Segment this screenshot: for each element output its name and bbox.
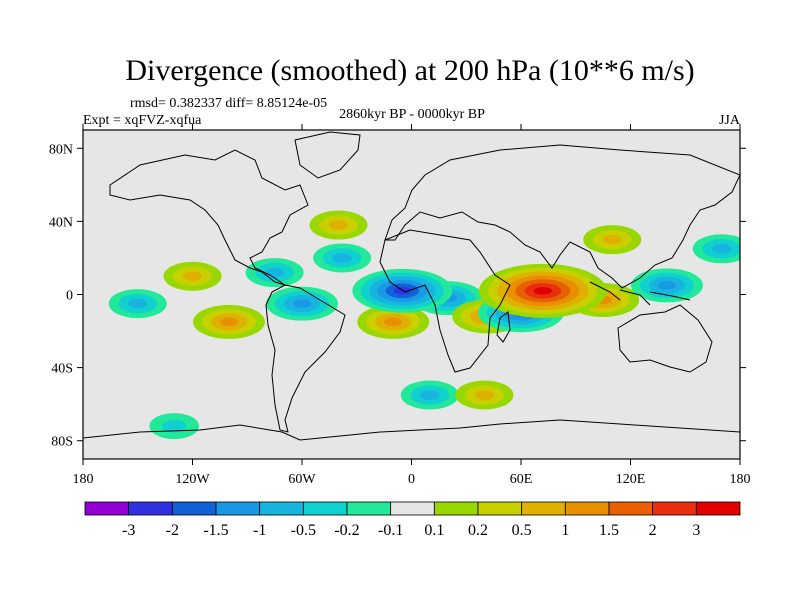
colorbar-label: -1 (253, 522, 266, 539)
colorbar-box (433, 501, 479, 516)
colorbar-box (171, 501, 217, 516)
field-north-atlantic-max-level-2 (328, 220, 349, 230)
divergence-field (108, 210, 740, 440)
colorbar-box (695, 501, 741, 516)
field-antarctic-coast-min-level-1 (161, 419, 187, 433)
colorbar-box (128, 501, 173, 516)
y-tick-label: 40S (51, 362, 73, 377)
field-north-pacific-band-min-level-2 (712, 243, 732, 254)
colorbar-label: -0.1 (378, 522, 403, 539)
coast-south-america (265, 284, 346, 433)
field-east-pacific-max-level-2 (182, 271, 203, 282)
colorbar-box (652, 501, 697, 516)
x-tick-label: 0 (408, 472, 415, 487)
y-tick-label: 80N (49, 142, 73, 157)
colorbar-label: -2 (166, 522, 179, 539)
y-tick-label: 40N (49, 215, 73, 230)
x-tick-label: 180 (73, 472, 94, 487)
field-southern-ocean-min-level-2 (420, 390, 440, 400)
x-tick-label: 60W (288, 472, 316, 487)
experiment-label: Expt = xqFVZ-xqfua (83, 113, 202, 128)
chart-title: Divergence (smoothed) at 200 hPa (10**6 … (125, 54, 694, 87)
colorbar-label: -0.2 (334, 522, 359, 539)
season-label: JJA (719, 113, 741, 128)
field-asia-max-level-2 (602, 234, 622, 245)
coast-africa (379, 229, 511, 373)
field-south-pacific-max-level-3 (220, 317, 238, 327)
stats-text: rmsd= 0.382337 diff= 8.85124e-05 (130, 96, 327, 111)
colorbar-box (84, 501, 130, 516)
colorbar-label: 0.1 (424, 522, 444, 539)
colorbar-label: 1.5 (599, 522, 619, 539)
colorbar-box (215, 501, 261, 516)
field-southern-ocean-max-level-2 (474, 390, 495, 400)
field-africa-indian-ocean-max-level-6 (533, 286, 553, 295)
colorbar-label: 1 (561, 522, 569, 539)
colorbar-label: -3 (122, 522, 135, 539)
field-amazon-min-level-3 (293, 299, 311, 308)
colorbar-label: 3 (692, 522, 700, 539)
colorbar: -3 -2 -1.5 -1 -0.5 -0.2 -0.1 0.1 0.2 0.5 1 1.5 2 3 (84, 501, 741, 539)
coast-greenland (294, 131, 361, 179)
colorbar-box (564, 501, 610, 516)
colorbar-label: 2 (649, 522, 657, 539)
coast-australia (617, 304, 713, 373)
coastlines (83, 131, 740, 441)
field-west-pacific-min-level-3 (658, 281, 676, 290)
colorbar-label: 0.2 (468, 522, 488, 539)
y-tick-label: 80S (51, 435, 73, 450)
x-tick-label: 180 (730, 472, 751, 487)
colorbar-box (259, 501, 304, 516)
axis-ticks: 180 120W 60W 0 60E 120E 180 80N 40N 0 40S 80S (49, 124, 751, 487)
coast-maritime-continent (589, 281, 691, 306)
field-south-atlantic-max-level-3 (384, 317, 403, 327)
colorbar-box (302, 501, 348, 516)
y-tick-label: 0 (66, 289, 73, 304)
coast-north-america (109, 149, 309, 286)
x-tick-label: 120W (175, 472, 210, 487)
x-tick-label: 120E (616, 472, 646, 487)
colorbar-label: 0.5 (512, 522, 532, 539)
coast-antarctica (83, 419, 740, 441)
field-atlantic-min-level-2 (332, 253, 352, 263)
colorbar-label: -1.5 (203, 522, 228, 539)
x-tick-label: 60E (510, 472, 533, 487)
colorbar-box (521, 501, 566, 516)
colorbar-box (608, 501, 654, 516)
period-label: 2860kyr BP - 0000kyr BP (339, 107, 485, 122)
colorbar-label: -0.5 (291, 522, 316, 539)
coast-eurasia (384, 144, 740, 289)
colorbar-box (390, 501, 435, 516)
field-central-pacific-min-level-2 (128, 298, 148, 309)
colorbar-box (346, 501, 392, 516)
coast-madagascar (496, 311, 511, 343)
colorbar-box (477, 501, 523, 516)
